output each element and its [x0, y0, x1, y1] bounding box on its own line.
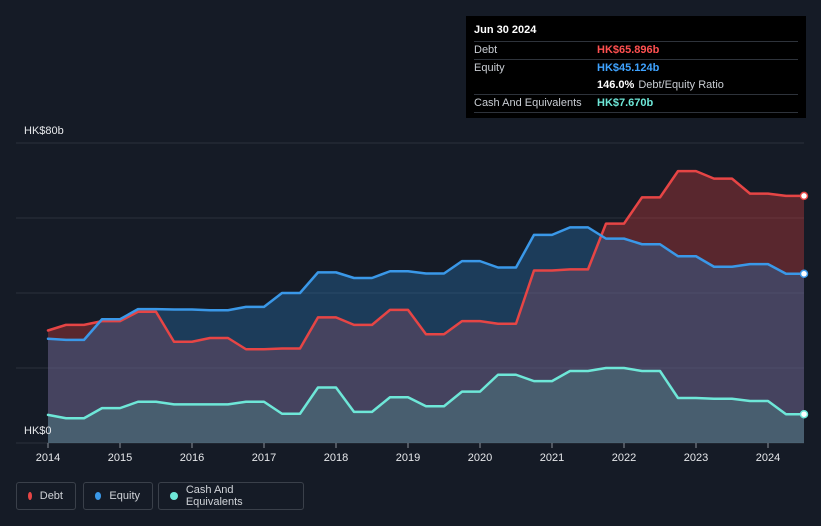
tooltip-value: HK$7.670b: [597, 97, 654, 109]
x-tick-label: 2018: [324, 452, 348, 464]
tooltip-value: HK$65.896b: [597, 44, 660, 56]
endpoint-debt: [799, 191, 809, 201]
x-tick-label: 2023: [684, 452, 708, 464]
x-tick-label: 2016: [180, 452, 204, 464]
line-equity: [46, 226, 806, 342]
legend-item-equity[interactable]: Equity: [83, 482, 153, 510]
tooltip-divider: [474, 112, 798, 113]
series-endpoints: [799, 191, 809, 419]
x-tick-label: 2022: [612, 452, 636, 464]
x-tick-label: 2021: [540, 452, 564, 464]
tooltip-label: Cash And Equivalents: [474, 97, 582, 109]
legend-dot-icon: [28, 492, 32, 500]
tooltip-panel: Jun 30 2024 Debt HK$65.896b Equity HK$45…: [466, 16, 806, 118]
line-cash-and-equivalents: [46, 366, 806, 420]
legend-dot-icon: [170, 492, 178, 500]
legend-label: Equity: [109, 490, 140, 502]
x-tick-label: 2015: [108, 452, 132, 464]
endpoint-cash-and-equivalents: [799, 409, 809, 419]
grid-lines: [16, 142, 804, 444]
y-axis-top-label: HK$80b: [24, 125, 64, 137]
x-axis-ticks: 2014 2015 2016 2017 2018 2019 2020 2021 2022 2023…: [36, 443, 780, 464]
tooltip-label: [474, 77, 597, 94]
legend-dot-icon: [95, 492, 102, 500]
series-lines: [46, 169, 806, 420]
tooltip-row-equity: Equity HK$45.124b: [474, 59, 798, 77]
tooltip-label: Equity: [474, 62, 505, 74]
y-axis-bottom-label: HK$0: [24, 425, 52, 437]
tooltip-value: 146.0%: [597, 79, 635, 91]
area-cash-and-equivalents: [48, 368, 804, 443]
legend-label: Cash And Equivalents: [185, 484, 243, 508]
legend-item-cash[interactable]: Cash And Equivalents: [158, 482, 304, 510]
x-tick-label: 2024: [756, 452, 780, 464]
x-tick-label: 2019: [396, 452, 420, 464]
x-tick-label: 2014: [36, 452, 60, 464]
tooltip-row-debt: Debt HK$65.896b: [474, 41, 798, 59]
line-debt: [46, 169, 806, 351]
tooltip-value: HK$45.124b: [597, 62, 660, 74]
legend-item-debt[interactable]: Debt: [16, 482, 76, 510]
endpoint-equity: [799, 269, 809, 279]
legend-label: Debt: [39, 490, 63, 502]
tooltip-label: Debt: [474, 44, 498, 56]
x-tick-label: 2020: [468, 452, 492, 464]
tooltip-row-ratio: 146.0% Debt/Equity Ratio: [474, 77, 798, 94]
tooltip-ratio-caption: Debt/Equity Ratio: [638, 79, 724, 91]
tooltip-date: Jun 30 2024: [474, 24, 537, 36]
tooltip-row-cash: Cash And Equivalents HK$7.670b: [474, 94, 798, 112]
x-tick-label: 2017: [252, 452, 276, 464]
